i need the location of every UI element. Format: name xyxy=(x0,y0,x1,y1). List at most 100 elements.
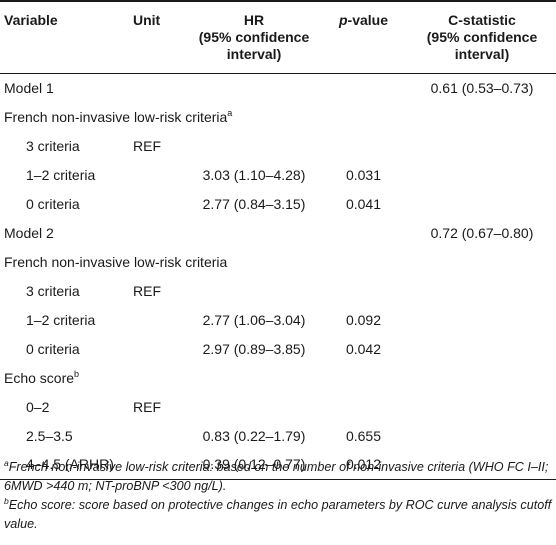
cell-p-value xyxy=(319,277,408,306)
cell-c-statistic xyxy=(408,393,556,422)
header-hr: HR (95% confidence interval) xyxy=(189,1,319,74)
variable-text: Model 2 xyxy=(4,224,54,241)
table-row: French non-invasive low-risk criteria xyxy=(0,248,556,277)
cell-c-statistic xyxy=(408,103,556,132)
cell-c-statistic xyxy=(408,306,556,335)
header-unit: Unit xyxy=(127,1,189,74)
cell-unit: REF xyxy=(133,398,161,415)
cell-unit xyxy=(127,422,189,451)
table-row: 0 criteria 2.97 (0.89–3.85) 0.042 xyxy=(0,335,556,364)
cell-unit: REF xyxy=(133,137,161,154)
cell-c-statistic xyxy=(408,422,556,451)
cell-c-statistic: 0.72 (0.67–0.80) xyxy=(430,224,534,241)
table-row: 1–2 criteria 2.77 (1.06–3.04) 0.092 xyxy=(0,306,556,335)
cell-p-value xyxy=(319,132,408,161)
header-row: Variable Unit HR (95% confidence interva… xyxy=(0,1,556,74)
cell-unit: REF xyxy=(133,282,161,299)
cell-p-value xyxy=(319,364,408,393)
table-row: 4–4.5 (ARHR) 0.39 (0.12–0.77) 0.012 xyxy=(0,451,556,480)
header-cstat-line2: (95% confidence xyxy=(426,29,538,45)
cell-hr: 2.77 (0.84–3.15) xyxy=(202,195,306,212)
cell-p-value: 0.012 xyxy=(345,456,382,473)
header-unit-label: Unit xyxy=(133,12,161,28)
cell-hr: 2.97 (0.89–3.85) xyxy=(202,340,306,357)
cell-hr: 3.03 (1.10–4.28) xyxy=(202,166,306,183)
cell-variable: 0 criteria xyxy=(0,335,127,364)
cell-c-statistic xyxy=(408,161,556,190)
cell-hr: 0.39 (0.12–0.77) xyxy=(202,456,306,473)
cell-c-statistic: 0.61 (0.53–0.73) xyxy=(430,79,534,96)
header-p-value: p-value xyxy=(319,1,408,74)
table-body: Model 1 0.61 (0.53–0.73) French non-inva… xyxy=(0,74,556,480)
cell-p-value xyxy=(319,74,408,103)
cell-variable: Echo scoreb xyxy=(0,364,127,393)
header-variable-label: Variable xyxy=(4,12,58,28)
header-p-rest: -value xyxy=(347,12,389,28)
table-header: Variable Unit HR (95% confidence interva… xyxy=(0,1,556,74)
variable-text: Model 1 xyxy=(4,79,54,96)
variable-text: Echo score xyxy=(4,369,75,386)
cell-hr: 2.77 (1.06–3.04) xyxy=(202,311,306,328)
cell-variable: 1–2 criteria xyxy=(0,161,127,190)
cell-hr xyxy=(189,219,319,248)
table-row: 3 criteria REF xyxy=(0,132,556,161)
cell-p-value xyxy=(319,103,408,132)
variable-text: 3 criteria xyxy=(26,282,80,299)
cell-variable: 3 criteria xyxy=(0,132,127,161)
header-cstat-line1: C-statistic xyxy=(448,12,516,28)
cell-hr xyxy=(189,393,319,422)
table-row: Model 2 0.72 (0.67–0.80) xyxy=(0,219,556,248)
cell-variable: French non-invasive low-risk criteria xyxy=(0,248,319,277)
variable-text: French non-invasive low-risk criteria xyxy=(4,253,228,270)
header-p-italic: p xyxy=(338,12,348,28)
cell-p-value: 0.092 xyxy=(345,311,382,328)
variable-text: French non-invasive low-risk criteria xyxy=(4,108,228,125)
footnote-a: aFrench non-invasive low-risk criteria: … xyxy=(4,458,552,496)
cell-p-value: 0.031 xyxy=(345,166,382,183)
header-hr-line1: HR xyxy=(243,12,265,28)
cell-hr xyxy=(189,277,319,306)
footnote-b-mark: b xyxy=(4,496,9,506)
table-row: Echo scoreb xyxy=(0,364,556,393)
variable-text: 0–2 xyxy=(26,398,50,415)
cell-p-value xyxy=(319,248,408,277)
header-hr-line3: interval) xyxy=(226,46,282,62)
footnote-marker: b xyxy=(74,368,80,379)
cell-c-statistic xyxy=(408,335,556,364)
variable-text: 1–2 criteria xyxy=(26,311,96,328)
cell-variable: Model 1 xyxy=(0,74,127,103)
cell-c-statistic xyxy=(408,248,556,277)
cell-p-value: 0.655 xyxy=(345,427,382,444)
cell-variable: Model 2 xyxy=(0,219,127,248)
cell-hr: 0.83 (0.22–1.79) xyxy=(202,427,306,444)
cell-p-value: 0.042 xyxy=(345,340,382,357)
cell-variable: 0–2 xyxy=(0,393,127,422)
footnote-marker: a xyxy=(227,107,233,118)
cell-unit xyxy=(127,161,189,190)
cell-variable: 1–2 criteria xyxy=(0,306,127,335)
variable-text: 1–2 criteria xyxy=(26,166,96,183)
cell-unit xyxy=(127,190,189,219)
variable-text: 0 criteria xyxy=(26,340,80,357)
cell-c-statistic xyxy=(408,190,556,219)
variable-text: 2.5–3.5 xyxy=(26,427,73,444)
cell-variable: 3 criteria xyxy=(0,277,127,306)
table-row: 0 criteria 2.77 (0.84–3.15) 0.041 xyxy=(0,190,556,219)
table-footnotes: aFrench non-invasive low-risk criteria: … xyxy=(4,458,552,534)
footnote-b-text: Echo score: score based on protective ch… xyxy=(4,498,552,531)
table-row: 3 criteria REF xyxy=(0,277,556,306)
cell-variable: 0 criteria xyxy=(0,190,127,219)
cell-p-value xyxy=(319,219,408,248)
cell-unit xyxy=(127,74,189,103)
table-row: 1–2 criteria 3.03 (1.10–4.28) 0.031 xyxy=(0,161,556,190)
cell-hr xyxy=(189,132,319,161)
variable-text: 4–4.5 (ARHR) xyxy=(26,456,114,473)
cell-hr xyxy=(189,364,319,393)
header-variable: Variable xyxy=(0,1,127,74)
table-row: 2.5–3.5 0.83 (0.22–1.79) 0.655 xyxy=(0,422,556,451)
cell-c-statistic xyxy=(408,277,556,306)
cell-p-value: 0.041 xyxy=(345,195,382,212)
variable-text: 3 criteria xyxy=(26,137,80,154)
header-hr-line2: (95% confidence xyxy=(198,29,310,45)
cell-unit xyxy=(127,306,189,335)
